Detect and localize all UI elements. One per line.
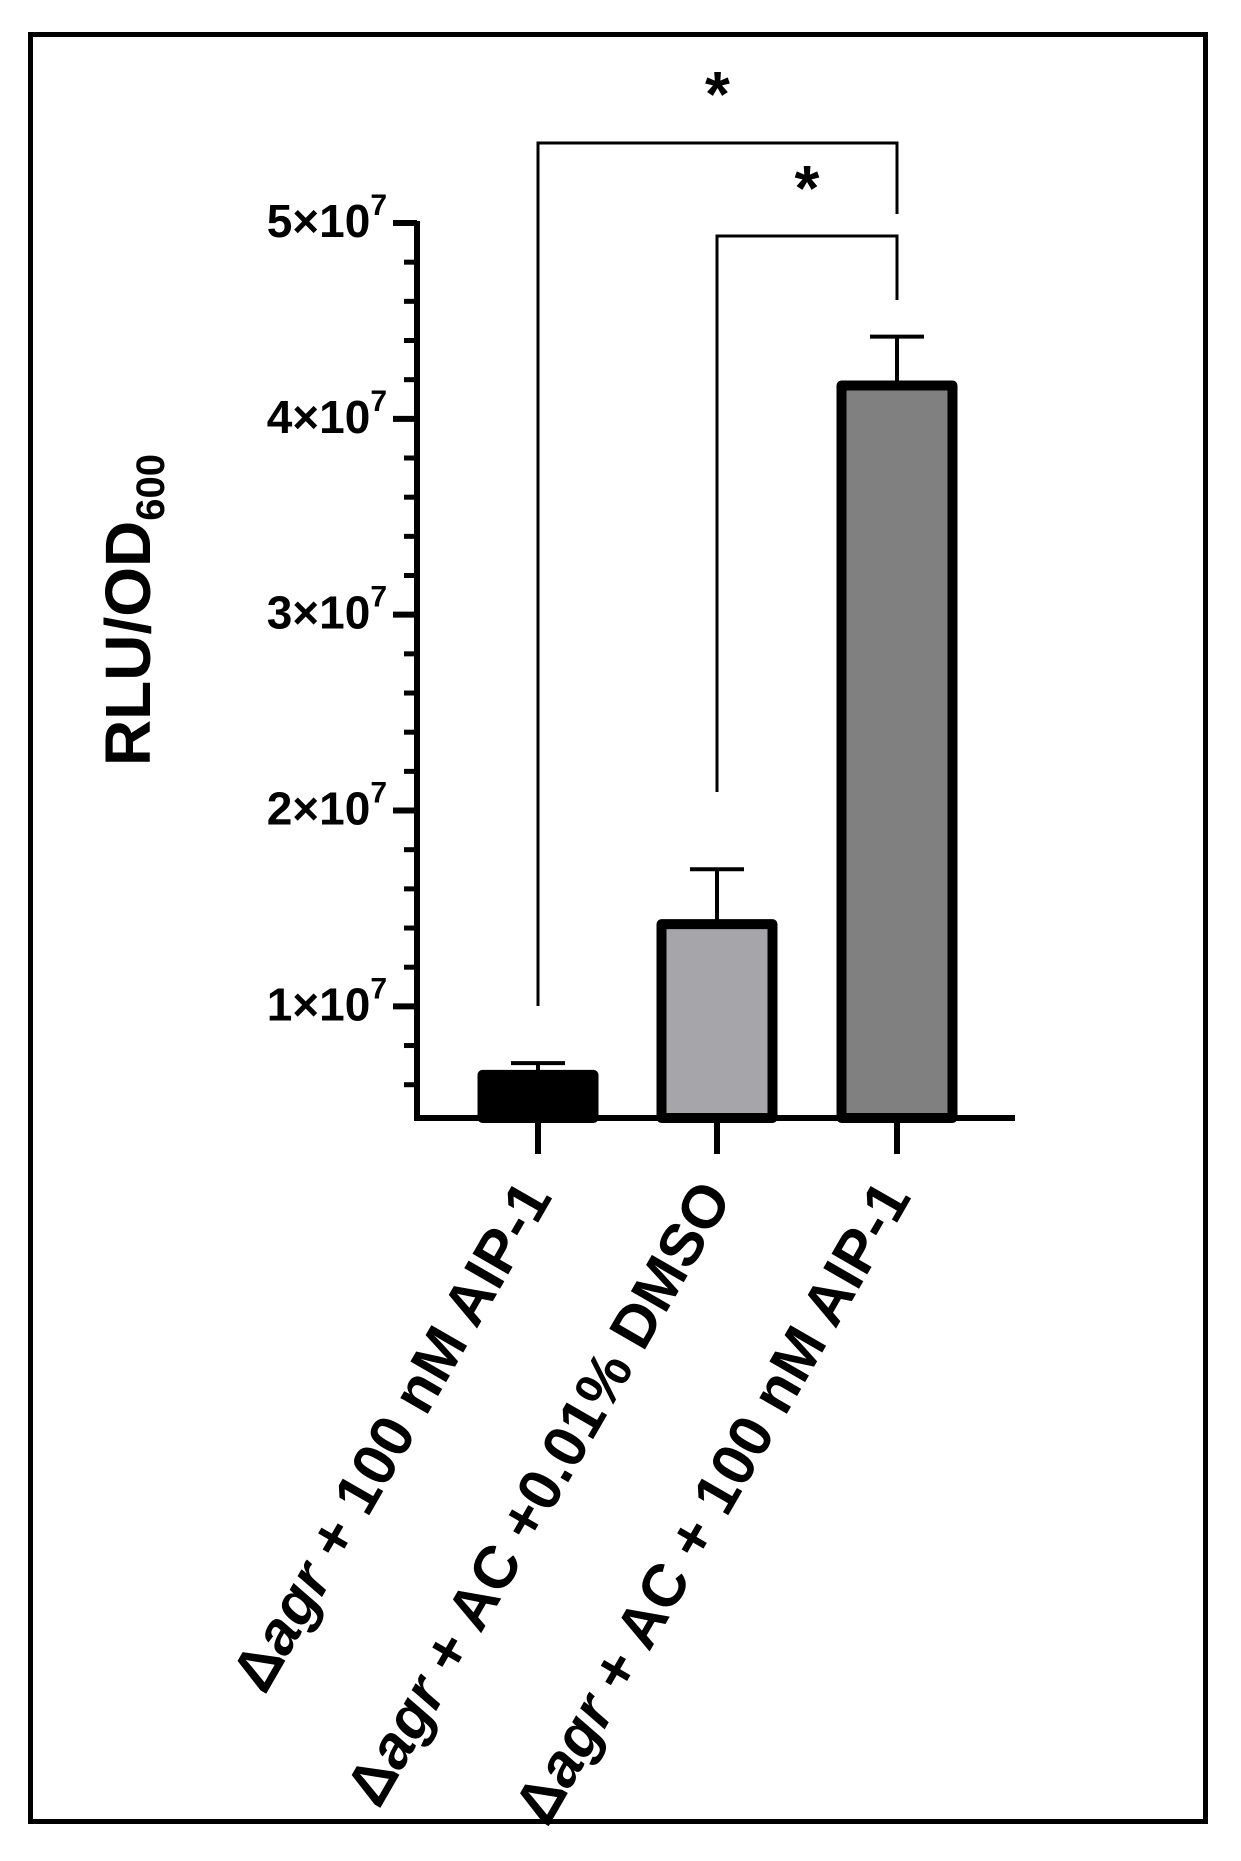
figure-frame — [28, 32, 1208, 1824]
x-tick-label-rest: + AC + 100 nM AIP-1 — [569, 1170, 923, 1717]
y-tick-label: 1×107 — [267, 972, 387, 1030]
y-axis-label: RLU/OD600 — [92, 454, 173, 766]
y-tick-label: 3×107 — [267, 581, 387, 639]
y-tick-mantissa: 2×10 — [267, 783, 371, 835]
y-tick-exponent: 7 — [370, 385, 387, 418]
y-tick-exponent: 7 — [370, 189, 387, 222]
x-tick-label: Δagr + 100 nM AIP-1 — [218, 1170, 564, 1702]
y-tick-label: 4×107 — [267, 385, 387, 443]
x-tick-label-rest: + AC +0.01% DMSO — [401, 1170, 745, 1698]
y-tick-exponent: 7 — [370, 581, 387, 614]
y-tick-exponent: 7 — [370, 972, 387, 1005]
bars — [477, 380, 958, 1124]
y-tick-mantissa: 3×10 — [267, 587, 371, 639]
y-tick-mantissa: 5×10 — [267, 195, 371, 247]
y-tick-label: 5×107 — [267, 189, 387, 247]
y-axis-label-subscript: 600 — [129, 454, 173, 521]
y-axis-label-main: RLU/OD — [92, 521, 164, 766]
bar — [836, 380, 958, 1123]
y-tick-mantissa: 4×10 — [267, 391, 371, 443]
significance-brackets: ** — [536, 58, 899, 1006]
significance-bracket — [536, 141, 899, 1006]
bar — [477, 1069, 599, 1124]
error-bars — [511, 334, 924, 1075]
bar — [656, 919, 778, 1123]
y-tick-exponent: 7 — [370, 777, 387, 810]
significance-star: * — [705, 58, 730, 130]
y-tick-mantissa: 1×10 — [267, 978, 371, 1030]
y-tick-label: 2×107 — [267, 777, 387, 835]
significance-bracket — [715, 234, 899, 792]
significance-star: * — [795, 152, 820, 224]
